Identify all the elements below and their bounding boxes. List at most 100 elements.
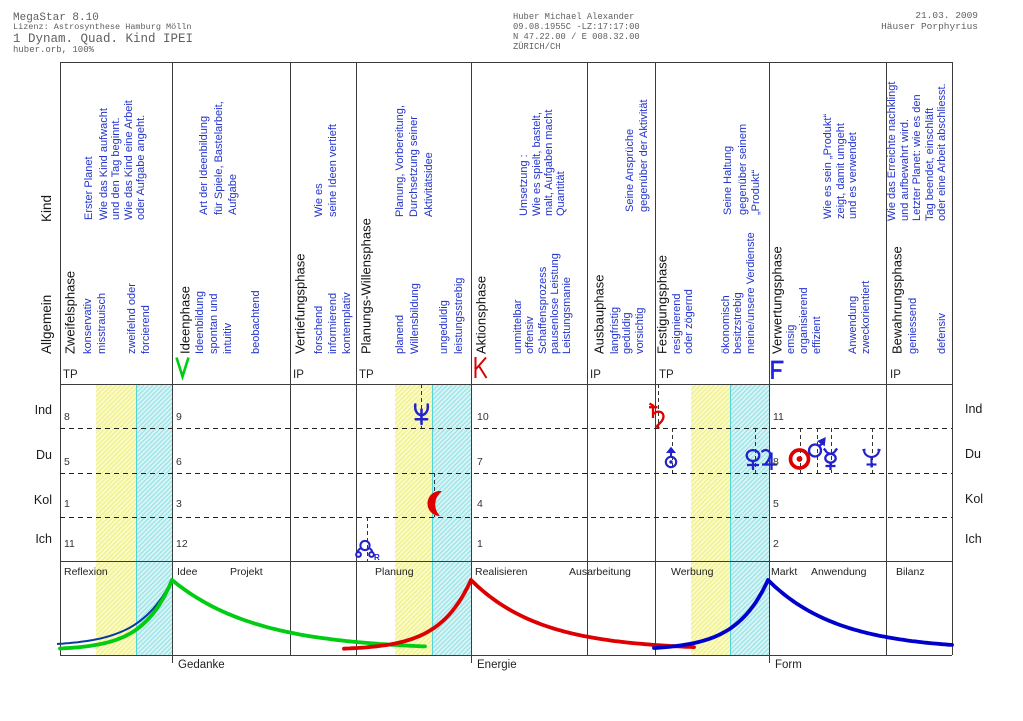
svg-text:5: 5 (64, 456, 70, 468)
svg-text:IP: IP (293, 369, 304, 381)
svg-text:Allgemein: Allgemein (39, 295, 54, 354)
svg-text:Ausbauphase: Ausbauphase (592, 274, 607, 354)
svg-text:Planungs-Willensphase: Planungs-Willensphase (359, 218, 374, 354)
svg-text:TP: TP (659, 369, 674, 381)
svg-text:Planung, Vorbereitung,: Planung, Vorbereitung, (394, 105, 406, 217)
svg-text:TP: TP (63, 369, 78, 381)
svg-text:misstrauisch: misstrauisch (96, 293, 108, 354)
svg-text:organisierend: organisierend (798, 287, 810, 354)
svg-text:forcierend: forcierend (140, 305, 152, 354)
svg-text:5: 5 (773, 498, 779, 510)
svg-text:zweifelnd oder: zweifelnd oder (126, 283, 138, 354)
svg-text:pausenlose Leistung: pausenlose Leistung (549, 253, 561, 354)
svg-text:leistungsstrebig: leistungsstrebig (453, 278, 465, 354)
svg-text:Ausarbeitung: Ausarbeitung (569, 566, 631, 578)
svg-text:ökonomisch: ökonomisch (720, 295, 732, 354)
svg-text:malt, Aufgaben macht: malt, Aufgaben macht (543, 110, 555, 216)
svg-text:Kind: Kind (39, 195, 54, 222)
svg-text:geduldig: geduldig (621, 312, 633, 354)
svg-text:Ind: Ind (965, 402, 982, 416)
svg-text:9: 9 (176, 411, 182, 423)
svg-text:8: 8 (773, 456, 779, 468)
svg-text:Ideenphase: Ideenphase (178, 286, 193, 354)
svg-text:Ich: Ich (965, 532, 982, 546)
svg-text:Wie das Kind aufwacht: Wie das Kind aufwacht (98, 108, 110, 220)
svg-text:Anwendung: Anwendung (811, 566, 867, 578)
svg-text:zeigt, damit umgeht: zeigt, damit umgeht (835, 123, 847, 219)
svg-text:offensiv: offensiv (524, 316, 536, 354)
svg-text:vorsichtig: vorsichtig (634, 308, 646, 354)
svg-text:oder zögernd: oder zögernd (683, 289, 695, 354)
svg-text:IP: IP (890, 369, 901, 381)
svg-text:Willensbildung: Willensbildung (409, 283, 421, 354)
svg-text:Tag beendet, einschläft: Tag beendet, einschläft (924, 108, 936, 221)
svg-text:8: 8 (64, 411, 70, 423)
svg-text:Ich: Ich (35, 532, 52, 546)
svg-text:gegenüber der Aktivität: gegenüber der Aktivität (638, 99, 650, 212)
svg-text:09.08.1955C -LZ:17:17:00: 09.08.1955C -LZ:17:17:00 (513, 22, 640, 32)
svg-text:langfristig: langfristig (609, 307, 621, 354)
svg-text:geniessend: geniessend (907, 298, 919, 354)
svg-text:Energie: Energie (477, 659, 517, 671)
svg-text:Erster Planet: Erster Planet (83, 156, 95, 220)
svg-text:Gedanke: Gedanke (178, 659, 225, 671)
svg-text:forschend: forschend (313, 306, 325, 354)
svg-text:Vertiefungsphase: Vertiefungsphase (293, 254, 308, 354)
svg-text:ZÜRICH/CH: ZÜRICH/CH (513, 41, 561, 52)
svg-text:4: 4 (477, 498, 483, 510)
svg-text:Du: Du (36, 448, 52, 462)
svg-text:Quantität: Quantität (555, 171, 567, 216)
svg-text:Aufgabe: Aufgabe (227, 174, 239, 215)
svg-text:6: 6 (176, 456, 182, 468)
svg-text:Reflexion: Reflexion (64, 566, 108, 578)
svg-text:effizient: effizient (811, 316, 823, 354)
svg-text:Bilanz: Bilanz (896, 566, 925, 578)
svg-text:MegaStar 8.10: MegaStar 8.10 (13, 12, 99, 24)
svg-text:seine Ideen vertieft: seine Ideen vertieft (327, 124, 339, 217)
svg-text:Häuser Porphyrius: Häuser Porphyrius (881, 21, 978, 32)
svg-text:21.03. 2009: 21.03. 2009 (915, 10, 978, 21)
svg-text:Markt: Markt (771, 566, 797, 578)
svg-text:beobachtend: beobachtend (250, 290, 262, 354)
svg-text:Ind: Ind (35, 403, 52, 417)
svg-text:Form: Form (775, 659, 802, 671)
svg-text:10: 10 (477, 411, 489, 423)
svg-text:Kol: Kol (34, 493, 52, 507)
svg-text:Letzter Planet: wie es den: Letzter Planet: wie es den (911, 94, 923, 221)
svg-text:Aktivitätsidee: Aktivitätsidee (423, 152, 435, 217)
svg-text:11: 11 (773, 411, 784, 423)
svg-text:spontan und: spontan und (208, 293, 220, 354)
svg-text:Realisieren: Realisieren (475, 566, 528, 578)
svg-text:3: 3 (176, 498, 182, 510)
svg-text:zweckorientiert: zweckorientiert (860, 281, 872, 354)
svg-text:Ideenbildung: Ideenbildung (194, 291, 206, 354)
svg-text:Wie es spielt, bastelt,: Wie es spielt, bastelt, (531, 112, 543, 216)
svg-text:1: 1 (477, 538, 483, 550)
svg-text:Verwertungsphase: Verwertungsphase (770, 246, 785, 354)
svg-text:gegenüber seinem: gegenüber seinem (737, 124, 749, 215)
svg-text:Du: Du (965, 447, 981, 461)
svg-text:Wie es: Wie es (313, 183, 325, 217)
svg-text:kontemplativ: kontemplativ (341, 292, 353, 354)
svg-text:informierend: informierend (327, 293, 339, 354)
svg-text:1: 1 (64, 498, 70, 510)
svg-text:Aktionsphase: Aktionsphase (474, 276, 489, 354)
svg-text:Anwendung: Anwendung (847, 296, 859, 354)
svg-text:und aufbewahrt wird.: und aufbewahrt wird. (899, 119, 911, 221)
svg-text:besitzstrebig: besitzstrebig (732, 292, 744, 354)
svg-text:Umsetzung :: Umsetzung : (518, 154, 530, 216)
svg-text:Wie es sein „Produkt“: Wie es sein „Produkt“ (822, 114, 834, 219)
svg-text:Huber Michael Alexander: Huber Michael Alexander (513, 12, 634, 22)
svg-text:für Spiele, Bastelarbeit,: für Spiele, Bastelarbeit, (213, 101, 225, 215)
svg-text:Schaffensprozess: Schaffensprozess (537, 266, 549, 354)
svg-text:Durchsetzung seiner: Durchsetzung seiner (408, 116, 420, 217)
svg-text:defensiv: defensiv (936, 313, 948, 354)
svg-text:7: 7 (477, 456, 483, 468)
svg-text:11: 11 (64, 538, 75, 550)
svg-text:Projekt: Projekt (230, 566, 263, 578)
svg-text:intuitiv: intuitiv (222, 322, 234, 354)
svg-text:huber.orb, 100%: huber.orb, 100% (13, 45, 95, 55)
svg-text:und den Tag beginnt.: und den Tag beginnt. (110, 117, 122, 220)
svg-text:IP: IP (590, 369, 601, 381)
svg-text:resignierend: resignierend (671, 293, 683, 354)
